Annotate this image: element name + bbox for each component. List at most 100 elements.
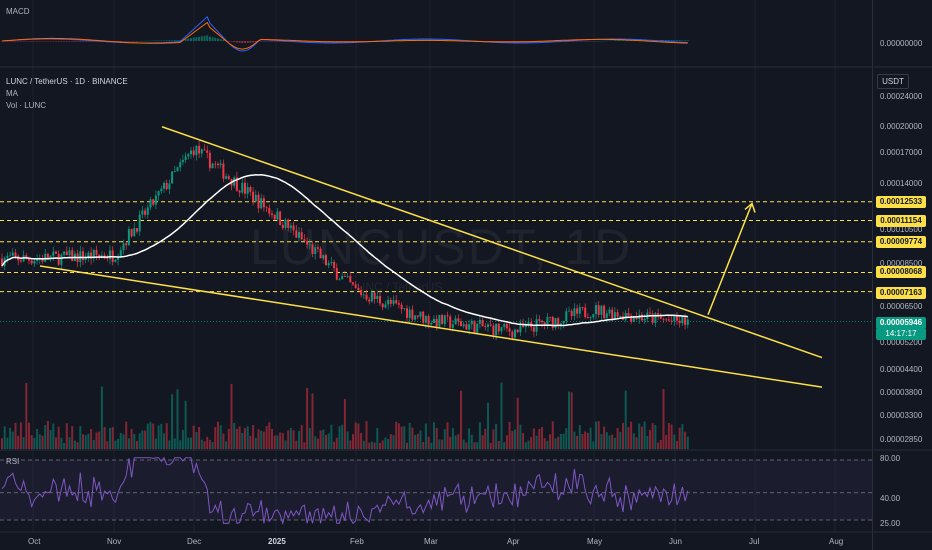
candle-body	[254, 194, 257, 202]
candle-body	[559, 323, 562, 326]
volume-bar	[686, 436, 689, 449]
candle-body	[476, 323, 479, 333]
moving-average-line	[1, 174, 688, 327]
candle-body	[505, 324, 508, 329]
candle-body	[627, 312, 630, 316]
volume-bar	[497, 440, 500, 449]
macd-histogram-bar	[219, 39, 222, 41]
candle-body	[9, 255, 12, 257]
volume-bar	[581, 434, 584, 449]
macd-histogram-bar	[489, 41, 492, 42]
candle-body	[100, 255, 103, 257]
ma-legend[interactable]: MA	[6, 89, 18, 98]
macd-histogram-bar	[71, 41, 74, 42]
macd-histogram-bar	[592, 41, 595, 42]
volume-bar	[433, 422, 435, 449]
symbol-watermark-name: LUNC / TetherUS	[350, 280, 443, 294]
volume-bar	[125, 421, 128, 449]
volume-bar	[516, 397, 519, 449]
macd-histogram-bar	[171, 40, 174, 41]
volume-bar	[400, 426, 403, 449]
candle-body	[330, 261, 333, 264]
macd-histogram-bar	[141, 40, 144, 42]
volume-bar	[543, 438, 546, 449]
volume-bar	[6, 437, 9, 449]
symbol-legend[interactable]: LUNC / TetherUS · 1D · BINANCE	[6, 77, 128, 86]
macd-histogram-bar	[676, 40, 678, 41]
candle-body	[611, 309, 614, 320]
macd-histogram-bar	[179, 40, 182, 41]
volume-bar	[287, 430, 290, 449]
candle-body	[65, 251, 68, 256]
candle-body	[573, 308, 576, 316]
candle-body	[454, 318, 457, 325]
volume-bar	[489, 442, 492, 449]
candle-body	[257, 194, 260, 209]
macd-histogram-bar	[360, 41, 363, 42]
candle-body	[11, 252, 14, 256]
macd-histogram-bar	[214, 37, 217, 41]
volume-bar	[649, 429, 651, 449]
volume-bar	[122, 434, 125, 449]
time-label-nov: Nov	[107, 537, 122, 546]
candle-body	[211, 163, 214, 169]
rsi-legend-title[interactable]: RSI	[6, 457, 20, 466]
candle-body	[90, 252, 93, 259]
volume-bar	[28, 422, 30, 449]
macd-histogram-bar	[138, 40, 141, 42]
macd-histogram-bar	[44, 41, 47, 42]
macd-histogram-bar	[595, 40, 597, 42]
volume-bar	[667, 422, 670, 449]
time-label-feb: Feb	[350, 537, 364, 546]
macd-histogram-bar	[133, 41, 136, 42]
volume-bar	[465, 442, 468, 449]
macd-histogram-bar	[622, 40, 624, 41]
macd-histogram-bar	[576, 41, 579, 42]
candle-body	[41, 258, 44, 262]
candle-body	[487, 324, 489, 327]
candle-body	[481, 319, 484, 327]
macd-histogram-bar	[349, 41, 352, 42]
candle-body	[651, 313, 654, 323]
volume-bar	[381, 440, 384, 449]
candle-body	[446, 315, 449, 317]
volume-bar	[613, 437, 616, 449]
macd-histogram-bar	[581, 41, 584, 42]
candle-body	[414, 315, 417, 320]
candle-body	[87, 252, 90, 258]
volume-bar	[457, 434, 460, 449]
candle-body	[597, 305, 600, 315]
macd-histogram-bar	[306, 41, 309, 43]
volume-bar	[368, 442, 371, 449]
candle-body	[667, 319, 670, 321]
macd-histogram-bar	[346, 41, 349, 42]
macd-histogram-bar	[163, 40, 165, 41]
volume-bar	[330, 424, 333, 449]
volume-bar	[214, 426, 217, 449]
rsi-tick-40: 40.00	[880, 494, 901, 503]
macd-histogram-bar	[30, 41, 33, 42]
time-label-2025: 2025	[268, 537, 286, 546]
candle-body	[154, 195, 157, 205]
volume-bar	[370, 441, 373, 449]
macd-histogram-bar	[68, 41, 71, 42]
candle-body	[125, 243, 128, 246]
volume-bar	[271, 429, 273, 449]
volume-bar	[106, 441, 109, 449]
candle-body	[365, 294, 368, 300]
signal-line	[1, 21, 688, 50]
grid-lines	[32, 0, 836, 532]
macd-histogram-bar	[230, 41, 233, 42]
volume-bar	[438, 439, 441, 449]
macd-histogram-bar	[238, 41, 241, 43]
macd-legend-title[interactable]: MACD	[6, 7, 30, 16]
macd-histogram-bar	[303, 41, 306, 43]
macd-histogram-bar	[354, 41, 357, 42]
candle-body	[181, 159, 184, 163]
candle-body	[19, 260, 22, 262]
volume-legend[interactable]: Vol · LUNC	[6, 101, 47, 110]
currency-selector[interactable]: USDT	[877, 74, 909, 89]
candle-body	[217, 163, 219, 166]
volume-bar	[519, 424, 522, 449]
